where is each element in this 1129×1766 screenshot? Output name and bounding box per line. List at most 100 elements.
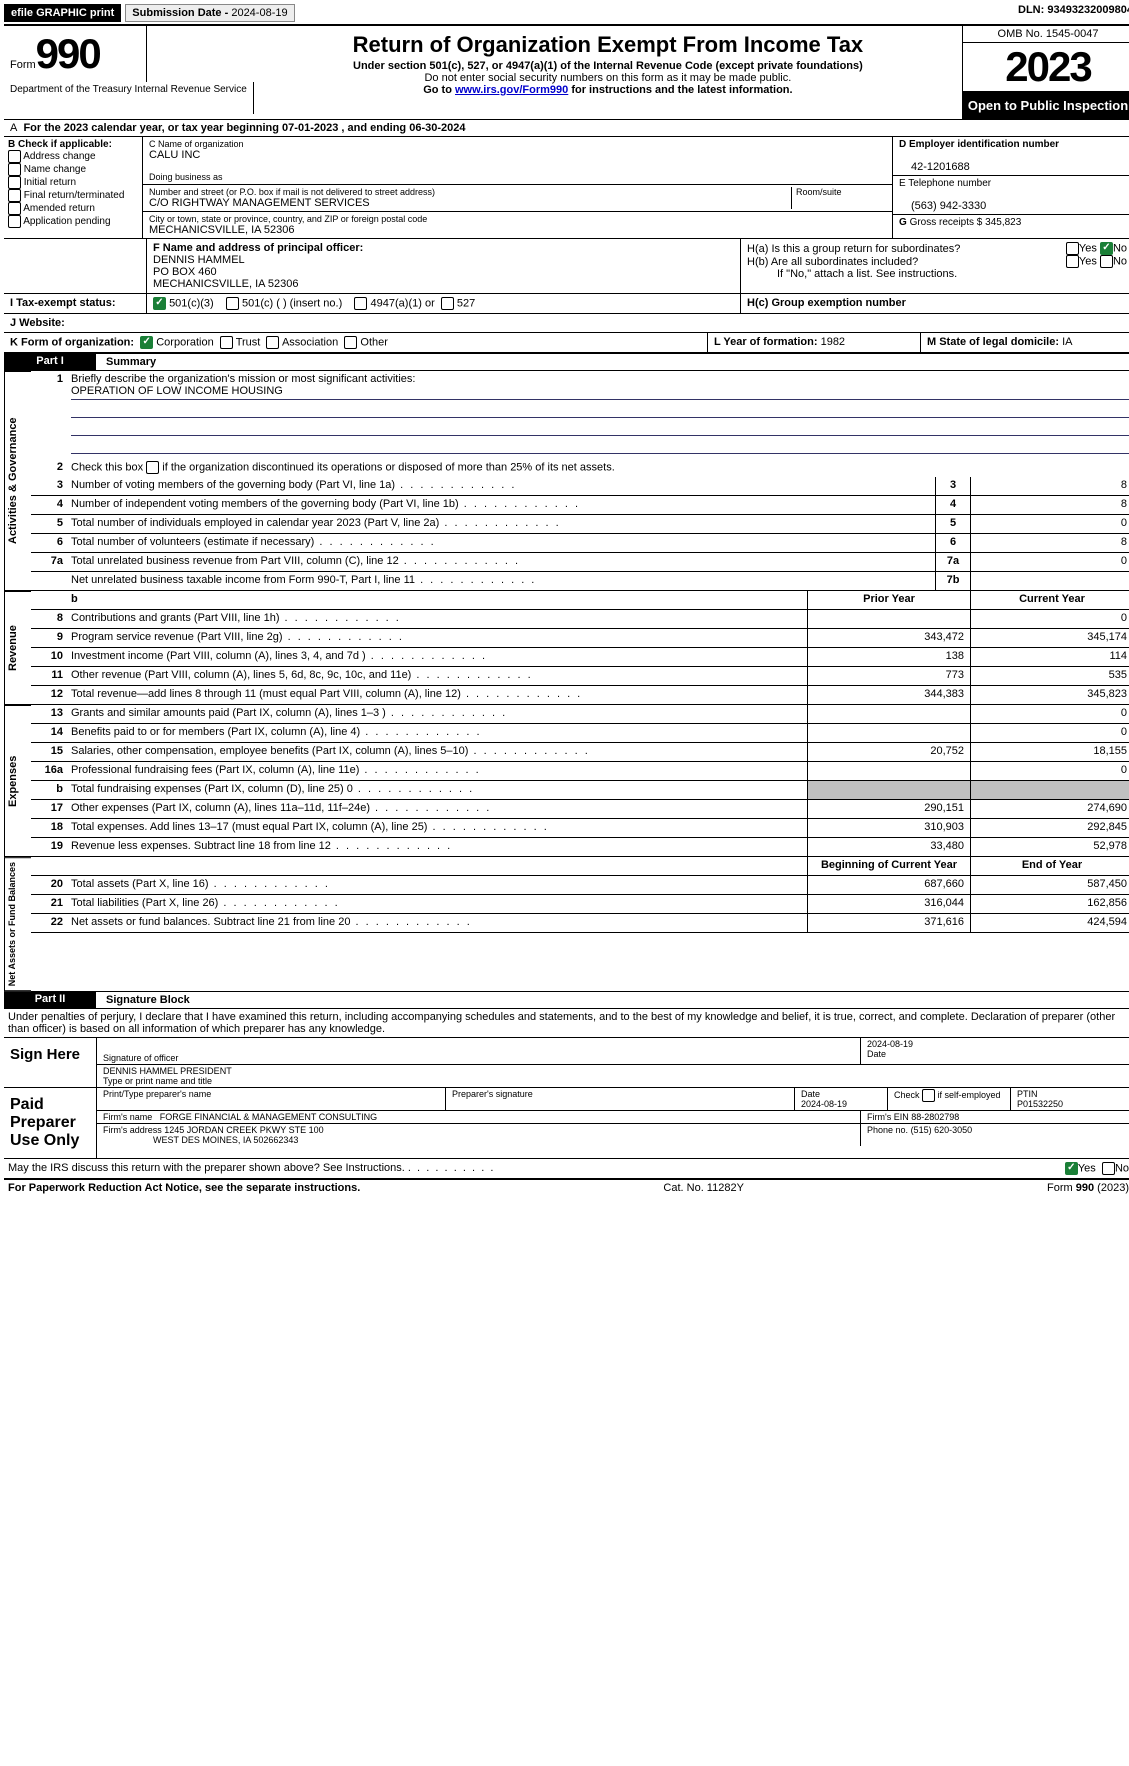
checkbox-501c3[interactable]: ✓ [153,297,166,310]
checkbox-trust[interactable] [220,336,233,349]
part2-header: Part II Signature Block [4,991,1129,1009]
opt-final: Final return/terminated [24,190,125,201]
checkbox-527[interactable] [441,297,454,310]
m-label: M State of legal domicile: [927,336,1059,348]
b-header: B Check if applicable: [8,139,112,150]
open-public-badge: Open to Public Inspection [963,92,1129,119]
irs-form990-link[interactable]: www.irs.gov/Form990 [455,84,568,96]
checkbox-corp[interactable]: ✓ [140,336,153,349]
tax-year-line: A For the 2023 calendar year, or tax yea… [4,120,1129,137]
h-c: H(c) Group exemption number [747,297,906,309]
checkbox-initial-return[interactable] [8,176,21,189]
dln-label: DLN: [1018,4,1044,16]
sign-here-label: Sign Here [4,1038,97,1087]
l-label: L Year of formation: [714,336,818,348]
k-label: K Form of organization: [10,336,134,348]
firm-phone-val: (515) 620-3050 [911,1125,973,1135]
checkbox-other[interactable] [344,336,357,349]
h-a: H(a) Is this a group return for subordin… [747,242,1127,255]
omb-number: OMB No. 1545-0047 [963,26,1129,43]
summary-line-17: 17Other expenses (Part IX, column (A), l… [31,800,1129,819]
street-label: Number and street (or P.O. box if mail i… [149,187,791,197]
entity-info: B Check if applicable: Address change Na… [4,137,1129,239]
checkbox-final-return[interactable] [8,189,21,202]
summary-line-4: 4Number of independent voting members of… [31,496,1129,515]
form-header: Form990 Department of the Treasury Inter… [4,26,1129,120]
i-o2: 501(c) ( ) (insert no.) [242,297,342,309]
mission-blank1 [71,403,1129,418]
checkbox-name-change[interactable] [8,163,21,176]
governance-section: Activities & Governance 1 Briefly descri… [4,371,1129,591]
mission-blank3 [71,439,1129,454]
checkbox-self-employed[interactable] [922,1089,935,1102]
netassets-section: Net Assets or Fund Balances Beginning of… [4,857,1129,991]
checkbox-ha-yes[interactable] [1066,242,1079,255]
paid-preparer-label: Paid Preparer Use Only [4,1088,97,1158]
checkbox-501c[interactable] [226,297,239,310]
checkbox-amended-return[interactable] [8,202,21,215]
checkbox-discontinued[interactable] [146,461,159,474]
h-b-note: If "No," attach a list. See instructions… [747,268,1127,280]
checkbox-hb-no[interactable] [1100,255,1113,268]
checkbox-discuss-yes[interactable]: ✓ [1065,1162,1078,1175]
name-title-label: Type or print name and title [103,1076,212,1086]
i-o3: 4947(a)(1) or [371,297,435,309]
footer: For Paperwork Reduction Act Notice, see … [4,1180,1129,1196]
side-revenue: Revenue [4,591,31,705]
k-o4: Other [360,336,388,348]
subtitle-2: Do not enter social security numbers on … [262,72,954,84]
part1-header: Part I Summary [4,353,1129,371]
hb-yes: Yes [1079,255,1097,267]
checkbox-assoc[interactable] [266,336,279,349]
form-title: Return of Organization Exempt From Incom… [262,32,954,58]
summary-line-11: 11Other revenue (Part VIII, column (A), … [31,667,1129,686]
section-d-e-g: D Employer identification number 42-1201… [893,137,1129,238]
summary-line-9: 9Program service revenue (Part VIII, lin… [31,629,1129,648]
revenue-section: Revenue b Prior Year Current Year 8Contr… [4,591,1129,705]
eoy-header: End of Year [970,857,1129,875]
k-o1: Corporation [156,336,213,348]
ptin-label: PTIN [1017,1089,1038,1099]
goto-post: for instructions and the latest informat… [568,84,792,96]
checkbox-discuss-no[interactable] [1102,1162,1115,1175]
efile-print-button[interactable]: efile GRAPHIC print [4,4,121,22]
summary-line-3: 3Number of voting members of the governi… [31,477,1129,496]
q2-label: Check this box if the organization disco… [67,459,1129,477]
firm-addr-label: Firm's address [103,1125,162,1135]
firm-name-val: FORGE FINANCIAL & MANAGEMENT CONSULTING [160,1112,377,1122]
checkbox-application-pending[interactable] [8,215,21,228]
ha-no: No [1113,242,1127,254]
submission-date-label: Submission Date - [132,7,231,19]
room-label: Room/suite [796,187,886,197]
expenses-section: Expenses 13Grants and similar amounts pa… [4,705,1129,857]
summary-line-12: 12Total revenue—add lines 8 through 11 (… [31,686,1129,705]
side-expenses: Expenses [4,705,31,857]
i-o1: 501(c)(3) [169,297,214,309]
discuss-row: May the IRS discuss this return with the… [4,1159,1129,1180]
summary-line-5: 5Total number of individuals employed in… [31,515,1129,534]
prep-name-label: Print/Type preparer's name [103,1089,211,1099]
org-name: CALU INC [149,149,886,161]
ein-label: D Employer identification number [899,139,1127,150]
discuss-q: May the IRS discuss this return with the… [8,1162,405,1174]
form-number-box: Form990 [4,26,147,82]
department-label: Department of the Treasury Internal Reve… [4,82,254,114]
opt-amended: Amended return [23,203,95,214]
a-line-text: For the 2023 calendar year, or tax year … [23,122,465,134]
f-label: F Name and address of principal officer: [153,242,734,254]
opt-name: Name change [24,164,86,175]
summary-line-21: 21Total liabilities (Part X, line 26)316… [31,895,1129,914]
checkbox-hb-yes[interactable] [1066,255,1079,268]
sign-date-value: 2024-08-19 [867,1039,1127,1049]
title-box: Return of Organization Exempt From Incom… [254,26,963,119]
section-c: C Name of organization CALU INC Doing bu… [143,137,893,238]
phone-label: E Telephone number [899,178,1127,189]
checkbox-4947[interactable] [354,297,367,310]
checkbox-ha-no[interactable]: ✓ [1100,242,1113,255]
paid-preparer-block: Paid Preparer Use Only Print/Type prepar… [4,1088,1129,1159]
summary-line-7b: Net unrelated business taxable income fr… [31,572,1129,591]
part2-tab: Part II [4,991,96,1009]
firm-ein-label: Firm's EIN [867,1112,909,1122]
k-o2: Trust [236,336,261,348]
checkbox-address-change[interactable] [8,150,21,163]
